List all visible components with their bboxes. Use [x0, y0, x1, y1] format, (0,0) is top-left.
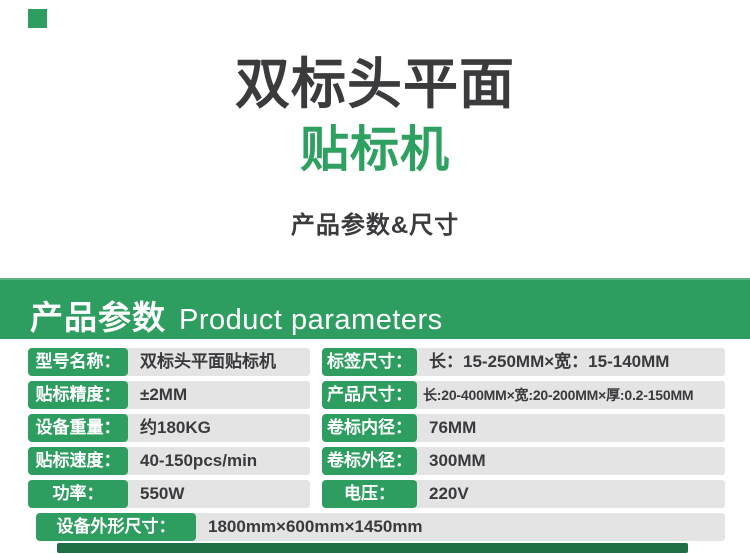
spec-row-power: 功率： 550W: [28, 480, 310, 508]
spec-label: 电压：: [322, 480, 417, 508]
spec-row-speed: 贴标速度： 40-150pcs/min: [28, 447, 310, 475]
spec-value: 长：15-250MM×宽：15-140MM: [413, 348, 725, 376]
spec-label: 卷标外径：: [322, 447, 417, 475]
spec-value: ±2MM: [124, 381, 310, 409]
spec-label: 贴标速度：: [28, 447, 128, 475]
spec-label: 标签尺寸：: [322, 348, 417, 376]
spec-value: 约180KG: [124, 414, 310, 442]
spec-label: 设备重量：: [28, 414, 128, 442]
spec-value: 长:20-400MM×宽:20-200MM×厚:0.2-150MM: [413, 381, 725, 409]
bottom-bar-decoration: [57, 543, 688, 553]
spec-row-product-size: 产品尺寸： 长:20-400MM×宽:20-200MM×厚:0.2-150MM: [322, 381, 725, 409]
spec-value: 双标头平面贴标机: [124, 348, 310, 376]
spec-label: 卷标内径：: [322, 414, 417, 442]
spec-row-weight: 设备重量： 约180KG: [28, 414, 310, 442]
spec-value: 550W: [124, 480, 310, 508]
spec-row-roll-outer-diameter: 卷标外径： 300MM: [322, 447, 725, 475]
spec-label: 功率：: [28, 480, 128, 508]
spec-label: 型号名称：: [28, 348, 128, 376]
spec-table: 型号名称： 双标头平面贴标机 标签尺寸： 长：15-250MM×宽：15-140…: [28, 348, 725, 541]
spec-row-label-size: 标签尺寸： 长：15-250MM×宽：15-140MM: [322, 348, 725, 376]
spec-value: 1800mm×600mm×1450mm: [192, 513, 725, 541]
spec-row-model: 型号名称： 双标头平面贴标机: [28, 348, 310, 376]
spec-label: 产品尺寸：: [322, 381, 417, 409]
spec-row-roll-inner-diameter: 卷标内径： 76MM: [322, 414, 725, 442]
spec-row-accuracy: 贴标精度： ±2MM: [28, 381, 310, 409]
page-subtitle: 产品参数&尺寸: [290, 212, 460, 239]
spec-label: 设备外形尺寸：: [36, 513, 196, 541]
section-banner: 产品参数 Product parameters: [0, 278, 750, 339]
banner-title-zh: 产品参数: [30, 299, 166, 336]
spec-row-voltage: 电压： 220V: [322, 480, 725, 508]
banner-title-en: Product parameters: [179, 304, 443, 336]
spec-value: 220V: [413, 480, 725, 508]
spec-row-machine-dimensions: 设备外形尺寸： 1800mm×600mm×1450mm: [28, 513, 725, 541]
spec-value: 40-150pcs/min: [124, 447, 310, 475]
page-title-line2: 贴标机: [299, 123, 450, 177]
accent-square-decoration: [28, 9, 47, 28]
page-title-line1: 双标头平面: [234, 53, 515, 115]
spec-label: 贴标精度：: [28, 381, 128, 409]
spec-value: 300MM: [413, 447, 725, 475]
spec-value: 76MM: [413, 414, 725, 442]
